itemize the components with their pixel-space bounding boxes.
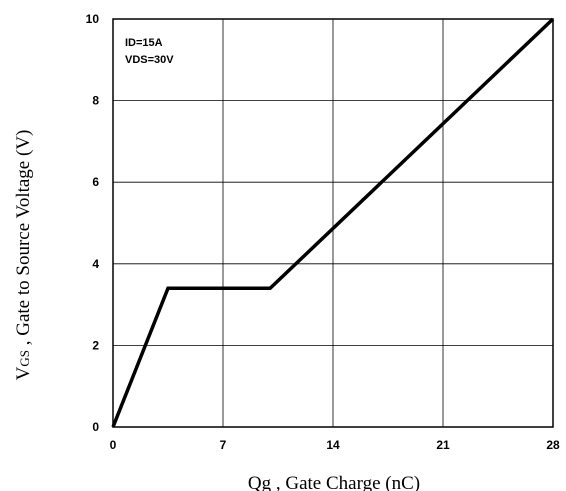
x-tick-labels: 0 7 14 21 28 [110,438,560,452]
y-axis-label: VGS , Gate to Source Voltage (V) [13,130,34,381]
y-tick-label-4: 8 [92,94,99,108]
x-tick-label-2: 14 [326,438,340,452]
y-tick-label-3: 6 [92,175,99,189]
series-line-0 [111,17,555,428]
y-axis-label-main: V [13,366,34,380]
y-tick-label-5: 10 [86,12,100,26]
x-tick-label-3: 21 [436,438,450,452]
y-tick-label-0: 0 [92,420,99,434]
y-axis-label-rest: , Gate to Source Voltage (V) [13,130,34,350]
x-tick-label-1: 7 [220,438,227,452]
annotation-id: ID=15A [125,37,163,49]
annotation-vds: VDS=30V [125,54,174,66]
plot-frame [112,18,554,428]
y-axis-label-sub: GS [17,350,32,367]
x-tick-label-0: 0 [110,438,117,452]
x-tick-label-4: 28 [546,438,560,452]
x-axis-label: Qg , Gate Charge (nC) [248,473,420,491]
y-tick-label-2: 4 [92,257,99,271]
y-tick-label-1: 2 [92,338,99,352]
series-group [111,17,555,428]
y-tick-labels: 0 2 4 6 8 10 [86,12,100,434]
